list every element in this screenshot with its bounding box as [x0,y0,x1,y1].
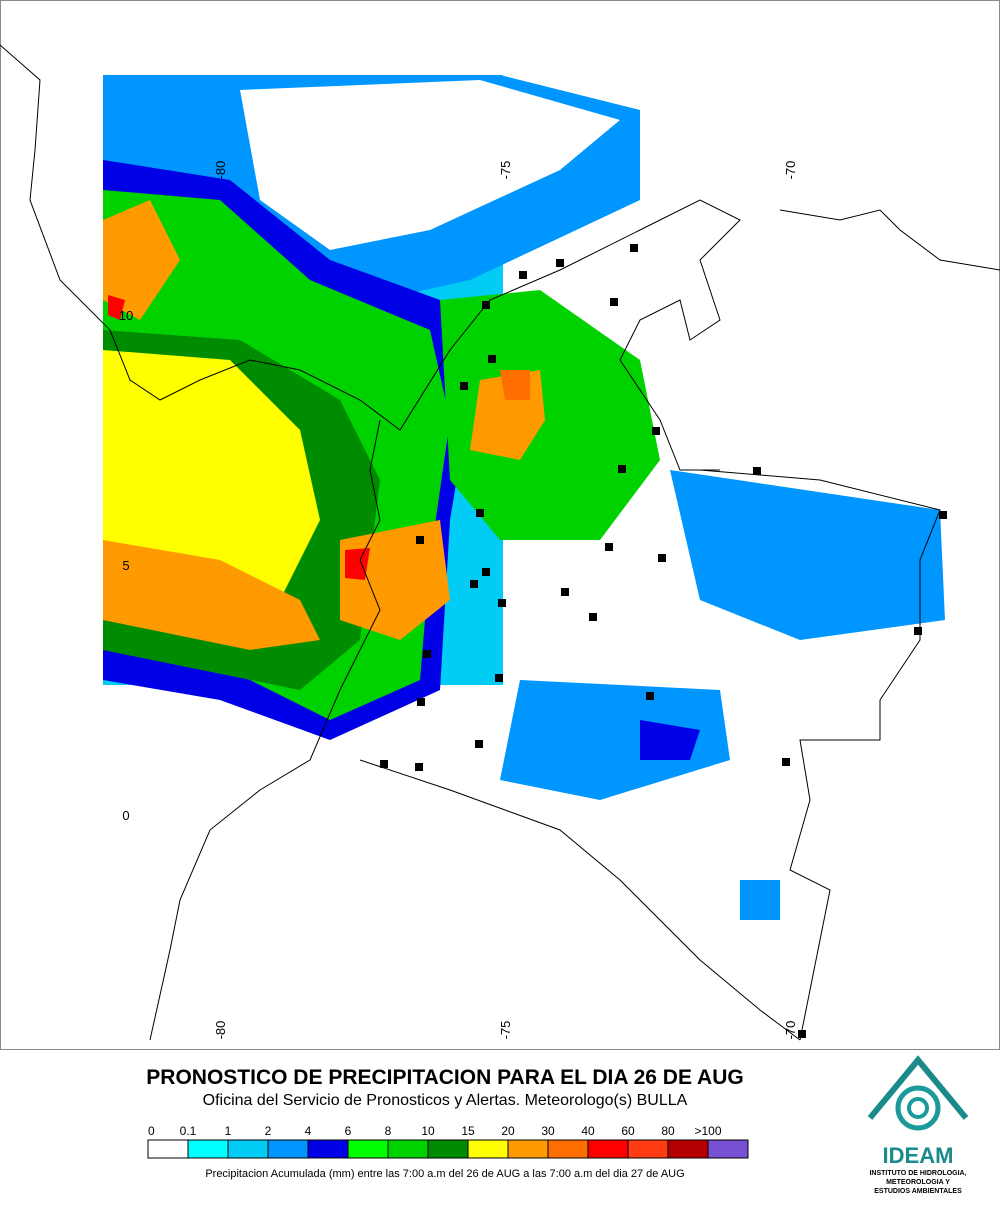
legend-swatch [187,1139,229,1159]
legend-swatch [627,1139,669,1159]
legend-label: 2 [265,1124,272,1138]
legend-label: 6 [345,1124,352,1138]
logo-line: METEOROLOGIA Y [886,1179,950,1186]
lon-label: -70 [783,1021,798,1040]
lon-label: -80 [213,1021,228,1040]
legend-swatch [587,1139,629,1159]
lon-label: -75 [498,161,513,180]
legend-swatch [547,1139,589,1159]
logo: IDEAM INSTITUTO DE HIDROLOGIA, METEOROLO… [867,1055,969,1195]
logo-line: ESTUDIOS AMBIENTALES [874,1188,962,1195]
legend-label: 20 [501,1124,515,1138]
legend-label: 60 [621,1124,635,1138]
legend-label: 30 [541,1124,555,1138]
legend-label: 40 [581,1124,595,1138]
lat-label: 5 [122,558,129,573]
legend-swatch [227,1139,269,1159]
legend-label: 0 [148,1124,155,1138]
map-ticks: -80 -80 -75 -75 -70 -70 10 5 0 [119,161,798,1040]
subtitle: Oficina del Servicio de Pronosticos y Al… [203,1092,688,1109]
lon-label: -80 [213,161,228,180]
legend-label: 80 [661,1124,675,1138]
coastlines [0,44,1000,1041]
legend-swatch [307,1139,349,1159]
lon-label: -70 [783,161,798,180]
legend-swatch [467,1139,509,1159]
legend-swatch [147,1139,189,1159]
legend-label: 4 [305,1124,312,1138]
legend-swatch [667,1139,709,1159]
legend-label: 15 [461,1124,475,1138]
legend-swatch [387,1139,429,1159]
legend-swatch [427,1139,469,1159]
lon-label: -75 [498,1021,513,1040]
legend-swatch [267,1139,309,1159]
logo-name: IDEAM [883,1143,954,1168]
legend-label: >100 [694,1124,721,1138]
legend-swatch [347,1139,389,1159]
legend-swatch [707,1139,749,1159]
logo-line: INSTITUTO DE HIDROLOGIA, [869,1170,966,1177]
legend-label: 8 [385,1124,392,1138]
stations [380,244,947,1038]
legend-swatch [507,1139,549,1159]
title: PRONOSTICO DE PRECIPITACION PARA EL DIA … [146,1066,743,1089]
caption: Precipitacion Acumulada (mm) entre las 7… [205,1168,684,1180]
lat-label: 0 [122,808,129,823]
legend-label: 1 [225,1124,232,1138]
legend-label: 10 [421,1124,435,1138]
legend-label: 0.1 [180,1124,197,1138]
lat-label: 10 [119,308,133,323]
precip-field [103,75,945,920]
legend: 0 0.1 1 2 4 6 8 10 15 20 30 40 60 80 >100 [147,1124,749,1159]
